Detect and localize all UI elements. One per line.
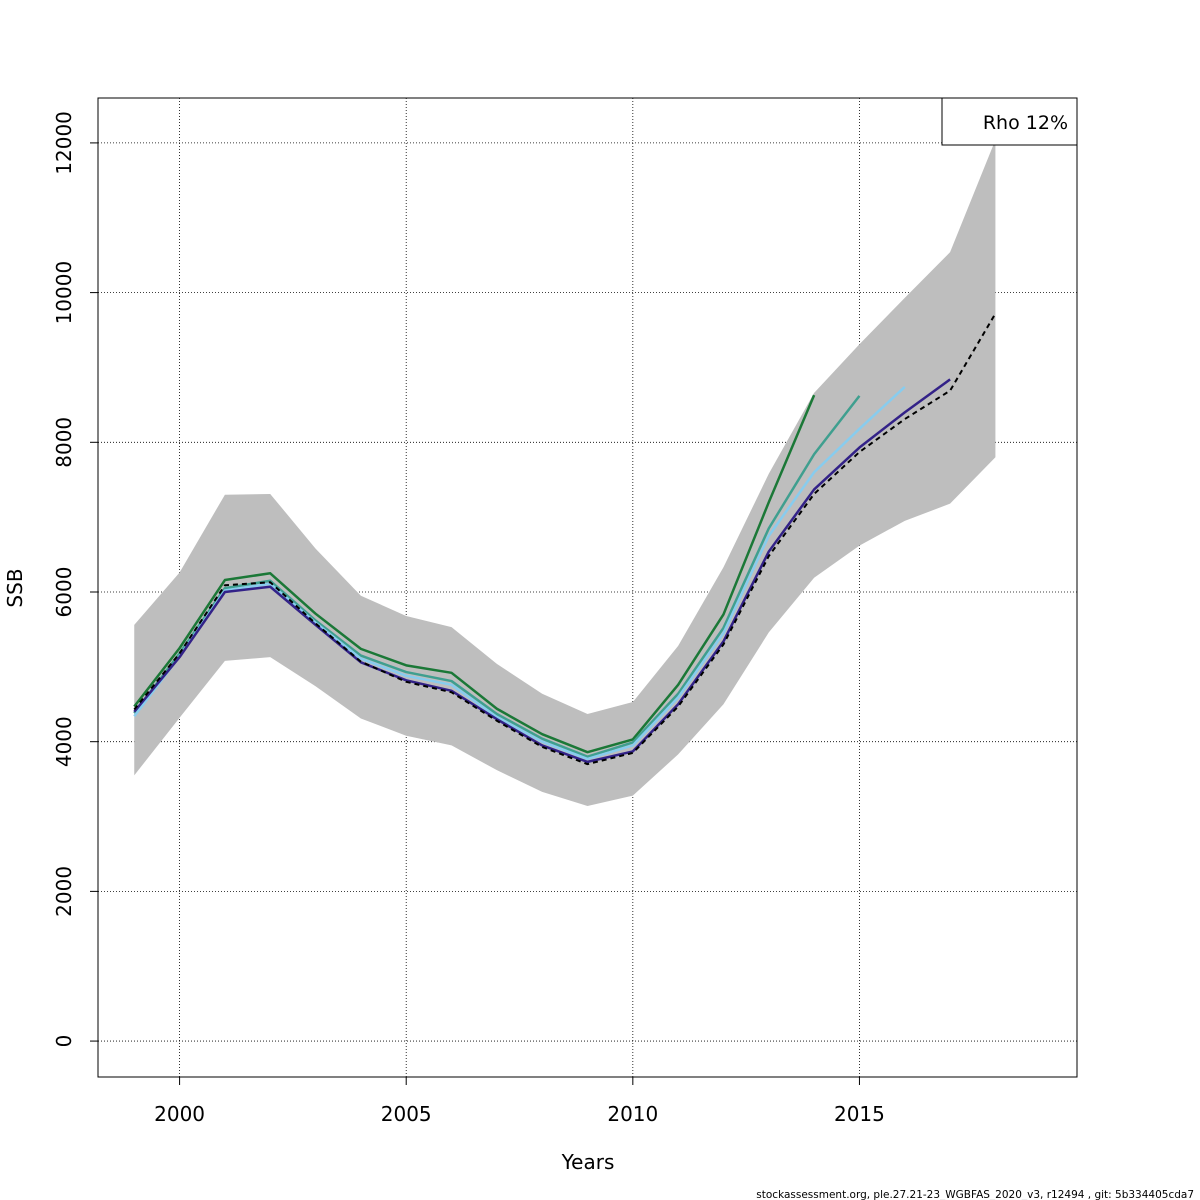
y-tick-label-8000: 8000: [52, 417, 76, 468]
series-line-5: [133, 313, 997, 766]
footer-credit: stockassessment.org, ple.27.21-23_WGBFAS…: [756, 1189, 1194, 1200]
series-line-1: [133, 394, 816, 754]
x-tick-label-2010: 2010: [607, 1102, 658, 1126]
x-axis-title: Years: [561, 1150, 615, 1174]
y-tick-label-12000: 12000: [52, 111, 76, 175]
x-tick-label-2005: 2005: [381, 1102, 432, 1126]
x-tick-label-2000: 2000: [154, 1102, 205, 1126]
y-tick-label-0: 0: [52, 1035, 76, 1048]
x-tick-label-2015: 2015: [834, 1102, 885, 1126]
y-tick-label-2000: 2000: [52, 866, 76, 917]
y-axis: 0 2000 4000 6000 8000 10000 12000: [52, 111, 98, 1047]
series-layer: [133, 313, 997, 766]
legend-box: Rho 12%: [941, 97, 1078, 146]
x-axis: 2000 2005 2010 2015: [154, 1077, 885, 1126]
y-tick-label-4000: 4000: [52, 716, 76, 767]
series-line-4: [133, 378, 951, 764]
y-tick-label-6000: 6000: [52, 567, 76, 618]
confidence-band-layer: [134, 139, 996, 807]
series-line-3: [133, 385, 906, 761]
legend-text: Rho 12%: [983, 112, 1068, 134]
plot-frame: [97, 97, 1078, 1078]
legend-frame: [941, 97, 1078, 146]
y-tick-label-10000: 10000: [52, 261, 76, 325]
confidence-band: [134, 139, 996, 807]
y-axis-title: SSB: [3, 568, 27, 607]
